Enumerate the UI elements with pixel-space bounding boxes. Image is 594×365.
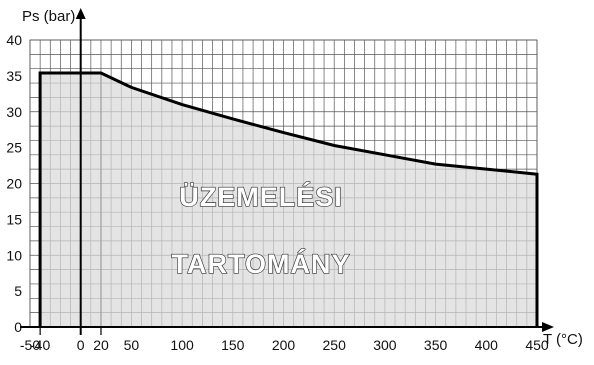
pressure-limit-line	[38, 71, 539, 327]
x-tick-label: 350	[424, 337, 448, 353]
x-tick-label: -50	[20, 337, 40, 353]
operating-area	[40, 73, 537, 327]
x-tick-label: 400	[475, 337, 499, 353]
y-tick-label: 0	[14, 319, 22, 335]
y-tick-label: 20	[6, 176, 22, 192]
x-axis-arrow-icon	[542, 322, 554, 332]
x-tick-label: 300	[373, 337, 397, 353]
x-tick-label: 50	[124, 337, 140, 353]
y-tick-label: 30	[6, 104, 22, 120]
region-label-line2: TARTOMÁNY	[172, 248, 351, 279]
y-tick-label: 15	[6, 211, 22, 227]
x-tick-label: 150	[221, 337, 245, 353]
x-tick-label: 250	[323, 337, 347, 353]
y-tick-label: 10	[6, 247, 22, 263]
x-tick-label: 0	[77, 337, 85, 353]
y-tick-label: 40	[6, 32, 22, 48]
x-tick-label: 20	[93, 337, 109, 353]
y-tick-label: 25	[6, 140, 22, 156]
x-tick-label: 450	[525, 337, 549, 353]
y-axis-arrow-icon	[75, 8, 86, 19]
y-axis-label: Ps (bar)	[22, 8, 75, 25]
axes	[20, 8, 554, 335]
tick-labels: -50-40 0 20 50 100 150 200 250 300 350 400 450 0 5 10 1…	[6, 32, 548, 353]
x-tick-label: 100	[170, 337, 194, 353]
y-tick-label: 35	[6, 68, 22, 84]
x-axis-label: T (°C)	[543, 331, 583, 348]
y-tick-label: 5	[14, 283, 22, 299]
region-label-line1: ÜZEMELÉSI	[179, 181, 343, 212]
x-tick-label: -40	[30, 337, 50, 353]
x-tick-label: 200	[272, 337, 296, 353]
